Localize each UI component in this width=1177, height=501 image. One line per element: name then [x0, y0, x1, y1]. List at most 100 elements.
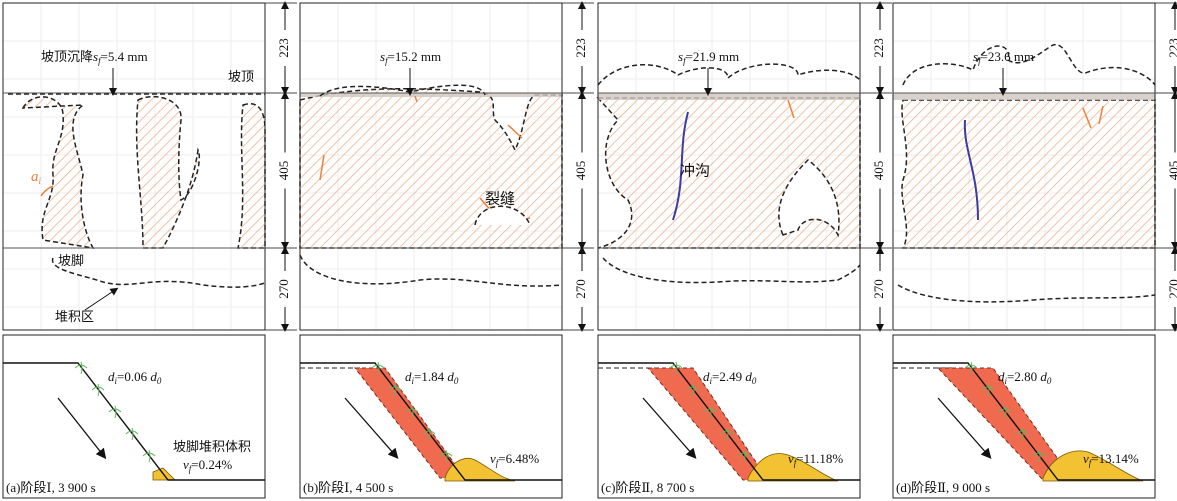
pit-outline — [778, 159, 840, 238]
gully — [963, 119, 979, 221]
settlement-label-part: =15.2 mm — [388, 49, 442, 64]
settlement-label: sf=23.6 mm — [973, 49, 1034, 66]
top-frame — [597, 2, 861, 331]
displacement-label-part: 0 — [454, 376, 459, 386]
crack — [40, 185, 54, 197]
displacement-label-part: d — [405, 369, 412, 384]
root-mark — [669, 361, 683, 375]
pit-outline — [474, 205, 531, 226]
dim-label: 223 — [871, 38, 886, 58]
dim-label: 405 — [573, 161, 588, 181]
gully — [672, 111, 689, 221]
displacement-label-part: 0 — [157, 376, 162, 386]
root-mark — [108, 405, 122, 419]
settlement-label-part: f — [385, 56, 389, 66]
displacement-label-part: d — [108, 369, 115, 384]
root-mark — [388, 383, 402, 397]
volume-label-part: f — [496, 458, 500, 468]
settlement-label: sf=15.2 mm — [380, 49, 441, 66]
root-mark — [74, 361, 88, 375]
crack — [1082, 105, 1104, 129]
settlement-label: 坡顶沉降sf=5.4 mm — [41, 49, 148, 66]
root-mark — [1032, 449, 1046, 463]
slope-profile — [3, 362, 265, 481]
dim-label: 270 — [871, 279, 886, 299]
displacement-label-part: i — [1005, 376, 1008, 386]
settlement-label-part: s — [380, 49, 385, 64]
displacement-label-part: =2.49 — [712, 369, 745, 384]
settlement-label-part: =21.9 mm — [686, 49, 740, 64]
displacement-label-part: =1.84 — [414, 369, 447, 384]
displacement-label-part: =2.80 — [1007, 369, 1040, 384]
dim-label: 405 — [1166, 161, 1177, 181]
volume-label: vf=13.14% — [1083, 451, 1139, 468]
settlement-label-part: f — [683, 56, 687, 66]
settlement-label-part: s — [93, 49, 98, 64]
settlement-label-part: s — [678, 49, 683, 64]
dim-label: 223 — [276, 38, 291, 58]
dim-label: 270 — [276, 279, 291, 299]
crest-label: 坡顶 — [228, 69, 254, 84]
settlement-label: sf=21.9 mm — [678, 49, 739, 66]
crack — [319, 154, 325, 181]
sliding-wedge — [646, 367, 769, 481]
crest-band — [893, 93, 1155, 100]
root-mark — [686, 383, 700, 397]
sliding-wedge — [353, 367, 466, 479]
dim-label: 270 — [573, 279, 588, 299]
crest-band — [300, 93, 562, 97]
toe-label: 坡脚 — [58, 253, 84, 268]
deposit-outline — [897, 284, 1156, 303]
section-frame — [2, 334, 266, 499]
crack-label-part: i — [39, 176, 42, 186]
displacement-label-part: d — [703, 369, 710, 384]
displacement-label-part: i — [412, 376, 415, 386]
deposit-outline — [602, 257, 861, 284]
dim-label: 223 — [1166, 38, 1177, 58]
settlement-label-part: s — [973, 49, 978, 64]
crack — [787, 99, 795, 119]
displacement-label-part: d — [150, 369, 157, 384]
displacement-label-part: i — [115, 376, 118, 386]
feature-label: 冲沟 — [680, 162, 710, 179]
displacement-label: di=2.80 d0 — [998, 369, 1052, 386]
displacement-label: di=0.06 d0 — [108, 369, 162, 386]
volume-label-part: f — [189, 464, 193, 474]
dim-label: 223 — [573, 38, 588, 58]
root-mark — [737, 449, 751, 463]
slide-zone — [21, 96, 95, 249]
volume-label-part: v — [1083, 451, 1089, 466]
volume-label-part: f — [1089, 458, 1093, 468]
slide-direction — [344, 397, 399, 459]
deposit-outline — [299, 254, 563, 287]
crack-label: ai — [31, 169, 42, 186]
crack — [507, 124, 523, 139]
root-mark — [405, 405, 419, 419]
top-frame — [892, 2, 1156, 331]
slide-zone — [135, 95, 200, 249]
top-frame — [299, 2, 563, 331]
root-mark — [439, 449, 453, 463]
crest-outline — [597, 63, 861, 86]
dim-label: 405 — [276, 161, 291, 181]
root-mark — [1015, 427, 1029, 441]
volume-label: vf=11.18% — [788, 451, 843, 468]
displacement-label-part: =0.06 — [117, 369, 150, 384]
top-frame — [2, 2, 266, 331]
displacement-label-part: d — [998, 369, 1005, 384]
settlement-label-part: 坡顶沉降 — [41, 49, 93, 64]
settlement-label-part: f — [978, 56, 982, 66]
settlement-label-part: =23.6 mm — [981, 49, 1035, 64]
caption: (c)阶段Ⅱ, 8 700 s — [601, 480, 694, 495]
volume-label-part: =11.18% — [796, 451, 843, 466]
slide-direction — [937, 397, 992, 459]
deposit-arrow — [84, 287, 119, 311]
volume-label: vf=0.24% — [183, 457, 232, 474]
crack-label-part: a — [31, 169, 39, 185]
slide-direction — [642, 397, 697, 459]
crest-band — [598, 93, 860, 100]
volume-title: 坡脚堆积体积 — [173, 439, 251, 454]
root-mark — [91, 383, 105, 397]
caption: (b)阶段Ⅰ, 4 500 s — [303, 480, 393, 495]
